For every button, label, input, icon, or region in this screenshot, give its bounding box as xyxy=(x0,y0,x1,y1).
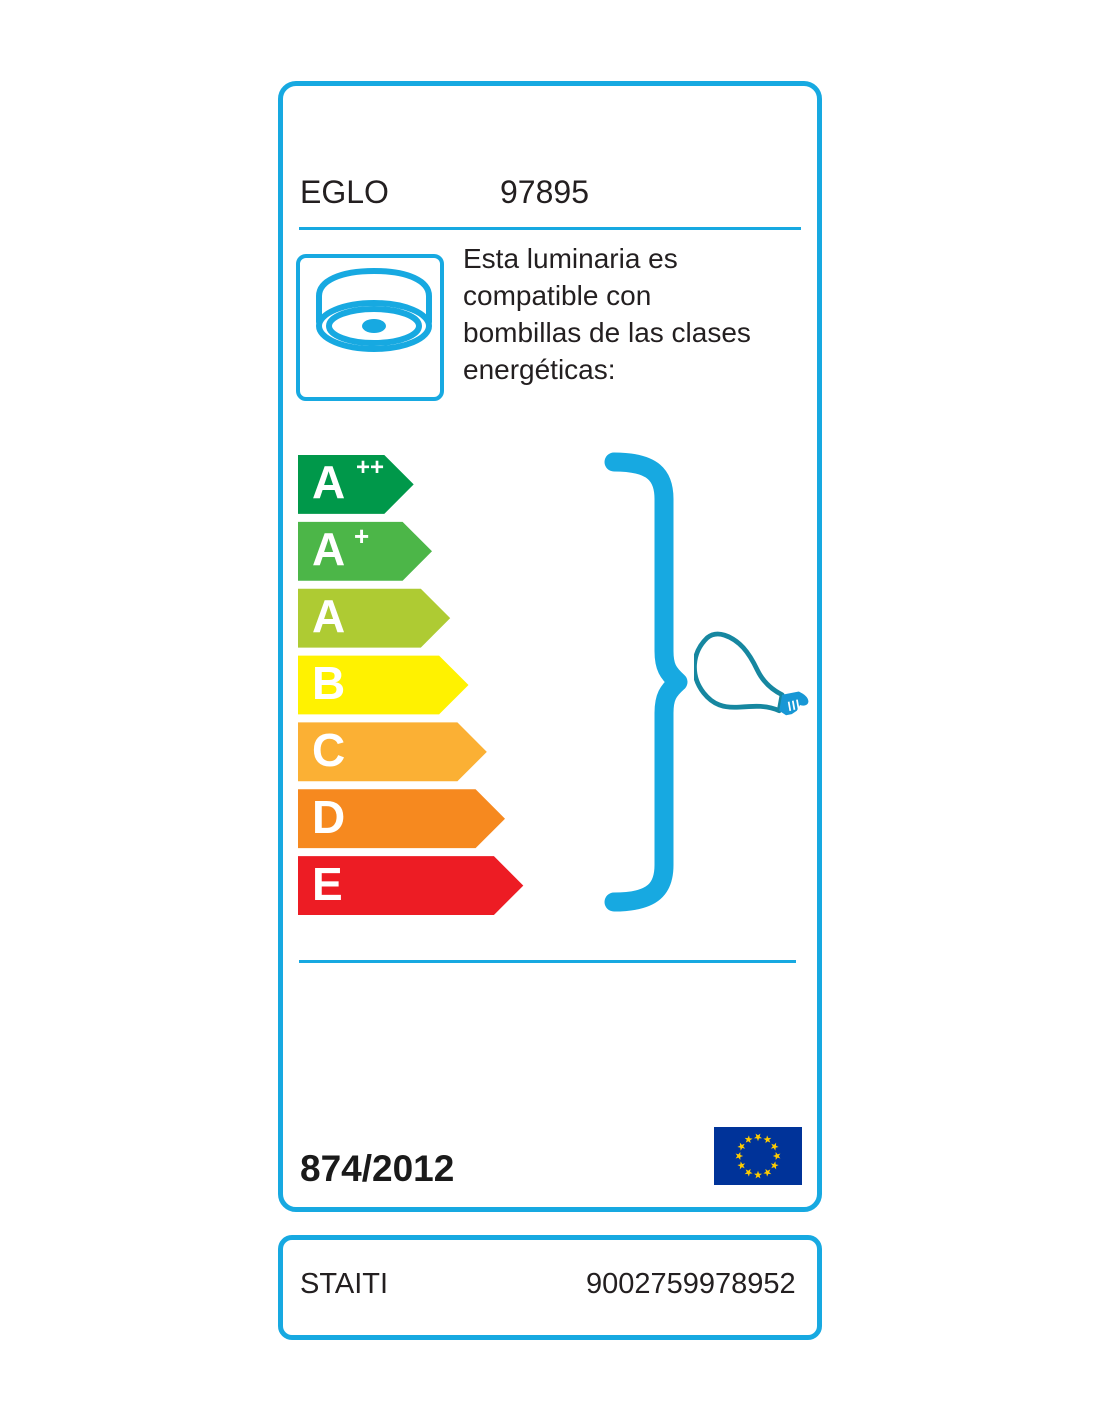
svg-text:A: A xyxy=(312,456,345,508)
svg-text:A: A xyxy=(312,590,345,642)
svg-text:A: A xyxy=(312,523,345,575)
svg-text:E: E xyxy=(312,858,343,910)
svg-text:C: C xyxy=(312,724,345,776)
svg-text:+: + xyxy=(354,521,369,551)
svg-text:D: D xyxy=(312,791,345,843)
svg-text:++: ++ xyxy=(356,454,384,481)
svg-text:B: B xyxy=(312,657,345,709)
